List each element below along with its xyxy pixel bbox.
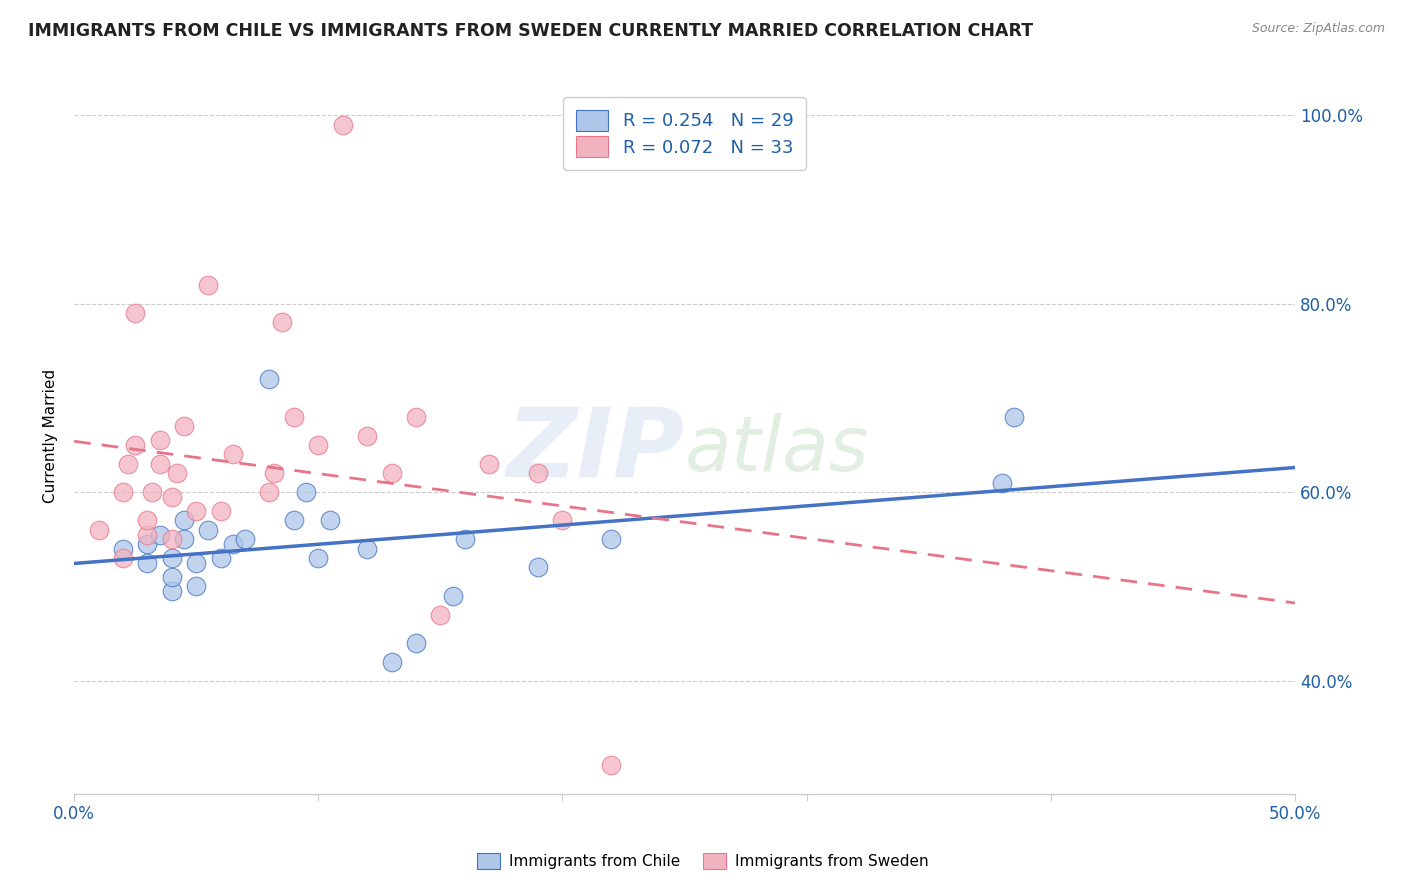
Point	[173, 419, 195, 434]
Point	[380, 467, 402, 481]
Point	[186, 504, 208, 518]
Point	[527, 467, 550, 481]
Point	[356, 428, 378, 442]
Point	[307, 438, 329, 452]
Point	[332, 118, 354, 132]
Point	[111, 485, 134, 500]
Point	[160, 584, 183, 599]
Point	[283, 409, 305, 424]
Point	[173, 533, 195, 547]
Point	[551, 513, 574, 527]
Text: ZIP: ZIP	[506, 403, 685, 496]
Point	[259, 485, 281, 500]
Point	[87, 523, 110, 537]
Y-axis label: Currently Married: Currently Married	[44, 368, 58, 502]
Point	[209, 504, 232, 518]
Point	[197, 277, 219, 292]
Point	[307, 551, 329, 566]
Point	[600, 758, 623, 772]
Point	[270, 316, 292, 330]
Point	[160, 490, 183, 504]
Point	[233, 533, 256, 547]
Point	[136, 513, 159, 527]
Text: atlas: atlas	[685, 413, 869, 487]
Text: Source: ZipAtlas.com: Source: ZipAtlas.com	[1251, 22, 1385, 36]
Point	[429, 607, 451, 622]
Point	[197, 523, 219, 537]
Point	[166, 467, 188, 481]
Point	[186, 579, 208, 593]
Point	[991, 475, 1014, 490]
Point	[186, 556, 208, 570]
Point	[136, 556, 159, 570]
Point	[1002, 409, 1025, 424]
Point	[209, 551, 232, 566]
Point	[454, 533, 477, 547]
Point	[160, 570, 183, 584]
Point	[295, 485, 318, 500]
Legend: Immigrants from Chile, Immigrants from Sweden: Immigrants from Chile, Immigrants from S…	[471, 847, 935, 875]
Point	[283, 513, 305, 527]
Point	[124, 438, 146, 452]
Point	[600, 533, 623, 547]
Point	[160, 533, 183, 547]
Text: IMMIGRANTS FROM CHILE VS IMMIGRANTS FROM SWEDEN CURRENTLY MARRIED CORRELATION CH: IMMIGRANTS FROM CHILE VS IMMIGRANTS FROM…	[28, 22, 1033, 40]
Point	[380, 655, 402, 669]
Point	[405, 636, 427, 650]
Point	[319, 513, 342, 527]
Point	[478, 457, 501, 471]
Point	[527, 560, 550, 574]
Point	[136, 527, 159, 541]
Point	[263, 467, 285, 481]
Point	[136, 537, 159, 551]
Point	[259, 372, 281, 386]
Point	[160, 551, 183, 566]
Point	[148, 434, 170, 448]
Point	[222, 447, 245, 461]
Point	[356, 541, 378, 556]
Point	[441, 589, 464, 603]
Point	[148, 457, 170, 471]
Point	[141, 485, 163, 500]
Point	[222, 537, 245, 551]
Point	[148, 527, 170, 541]
Point	[405, 409, 427, 424]
Point	[117, 457, 139, 471]
Point	[173, 513, 195, 527]
Legend: R = 0.254   N = 29, R = 0.072   N = 33: R = 0.254 N = 29, R = 0.072 N = 33	[562, 97, 806, 169]
Point	[111, 551, 134, 566]
Point	[111, 541, 134, 556]
Point	[124, 306, 146, 320]
